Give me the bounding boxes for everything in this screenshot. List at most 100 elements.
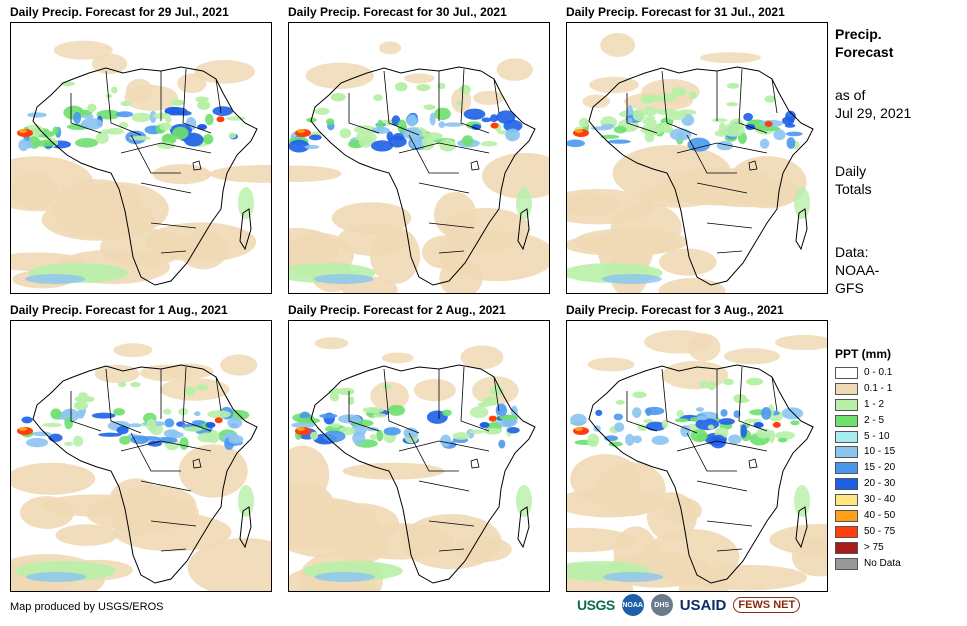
heavy-precip-cell xyxy=(19,129,27,133)
rainband-cell xyxy=(403,427,419,439)
light-precip-cell xyxy=(330,92,346,102)
rainband-cell xyxy=(429,112,436,126)
country-border xyxy=(408,134,459,174)
rainband-cell xyxy=(439,139,457,152)
tan-precip-area xyxy=(370,381,409,411)
rainband-cell xyxy=(728,434,742,445)
legend-label: 10 - 15 xyxy=(864,446,896,458)
country-border xyxy=(696,182,748,194)
heavy-precip-cell xyxy=(490,122,499,129)
blue-precip-area xyxy=(314,572,375,582)
heavy-precip-cell xyxy=(214,417,223,424)
rainband-cell xyxy=(786,137,796,149)
tan-precip-area xyxy=(700,52,761,64)
rainband-cell xyxy=(228,132,237,139)
tan-precip-area xyxy=(404,73,435,84)
country-border xyxy=(428,520,475,527)
light-precip-cell xyxy=(383,383,392,390)
rainband-cell xyxy=(711,118,728,123)
tan-precip-area xyxy=(178,444,248,498)
light-precip-cell xyxy=(130,381,141,388)
light-precip-cell xyxy=(87,103,97,113)
rainband-cell xyxy=(468,429,485,434)
tan-precip-area xyxy=(209,164,271,183)
country-border xyxy=(438,250,465,254)
forecast-map-svg xyxy=(567,33,814,293)
forecast-panel-aug1: Daily Precip. Forecast for 1 Aug., 2021 xyxy=(10,303,272,593)
rainband-cell xyxy=(601,123,615,129)
country-border xyxy=(771,376,778,412)
country-border xyxy=(120,142,212,154)
rainband-cell xyxy=(50,408,62,420)
rainband-cell xyxy=(452,432,470,440)
rainband-cell xyxy=(25,437,49,448)
country-border xyxy=(408,432,459,472)
legend-label: 15 - 20 xyxy=(864,462,896,474)
rainband-cell xyxy=(505,128,520,142)
rainband-cell xyxy=(161,133,177,145)
forecast-panel-aug2: Daily Precip. Forecast for 2 Aug., 2021 xyxy=(288,303,550,593)
rainband-cell xyxy=(172,126,189,140)
rainband-cell xyxy=(469,406,489,419)
green-precip-area xyxy=(794,187,810,219)
forecast-map xyxy=(566,22,828,294)
light-precip-cell xyxy=(726,82,740,89)
light-precip-cell xyxy=(348,396,355,405)
lake-outline xyxy=(470,160,480,171)
country-border xyxy=(438,548,465,552)
dhs-logo-text: DHS xyxy=(654,601,670,609)
rainband-cell xyxy=(326,118,335,126)
side-title-line2: Forecast xyxy=(835,44,894,60)
rainband-cell xyxy=(358,134,373,148)
panel-title: Daily Precip. Forecast for 30 Jul., 2021 xyxy=(288,5,507,19)
forecast-map-svg xyxy=(289,41,549,293)
light-precip-cell xyxy=(632,391,647,399)
rainband-cell xyxy=(95,132,109,144)
rainband-cell xyxy=(225,116,246,121)
rainband-cell xyxy=(632,109,646,122)
tan-precip-area xyxy=(152,164,212,185)
rainband-cell xyxy=(637,424,648,432)
country-border xyxy=(771,78,778,114)
light-precip-cell xyxy=(707,381,717,391)
tan-precip-area xyxy=(20,495,75,529)
heavy-precip-cell xyxy=(753,422,764,428)
side-data-source: Data: NOAA- GFS xyxy=(835,243,879,297)
panel-title: Daily Precip. Forecast for 31 Jul., 2021 xyxy=(566,5,785,19)
madagascar-outline xyxy=(795,506,808,549)
light-precip-cell xyxy=(456,100,463,106)
tan-precip-area xyxy=(460,345,504,370)
rainband-cell xyxy=(695,407,705,412)
dhs-logo: DHS xyxy=(650,594,673,616)
light-precip-cell xyxy=(459,84,471,95)
rainband-cell xyxy=(369,434,378,440)
rainband-cell xyxy=(567,139,585,148)
rainband-cell xyxy=(388,135,407,148)
tan-precip-area xyxy=(177,73,207,94)
heavy-precip-cell xyxy=(575,427,583,431)
africa-outline xyxy=(310,364,536,584)
rainband-cell xyxy=(481,117,492,123)
rainband-cell xyxy=(64,417,73,430)
blue-precip-area xyxy=(601,274,662,284)
tan-precip-area xyxy=(587,357,635,372)
legend-label: 5 - 10 xyxy=(864,430,890,442)
heavy-precip-cell xyxy=(471,124,482,130)
rainband-cell xyxy=(781,407,804,420)
tan-precip-area xyxy=(125,78,154,103)
light-precip-cell xyxy=(78,392,88,399)
rainband-cell xyxy=(587,433,600,448)
madagascar-outline xyxy=(239,506,252,549)
rainband-cell xyxy=(18,139,29,152)
rainband-cell xyxy=(632,435,642,444)
tan-precip-area xyxy=(179,230,228,270)
logo-strip: USGS NOAA DHS USAID FEWS NET xyxy=(577,594,801,616)
rainband-cell xyxy=(308,134,322,141)
forecast-panel-aug3: Daily Precip. Forecast for 3 Aug., 2021 xyxy=(566,303,828,593)
legend-label: > 75 xyxy=(864,541,884,553)
side-asof: as of Jul 29, 2021 xyxy=(835,86,911,122)
side-asof-line2: Jul 29, 2021 xyxy=(835,105,912,121)
rainband-cell xyxy=(52,126,59,135)
tan-precip-area xyxy=(345,523,455,560)
country-border xyxy=(215,376,222,412)
